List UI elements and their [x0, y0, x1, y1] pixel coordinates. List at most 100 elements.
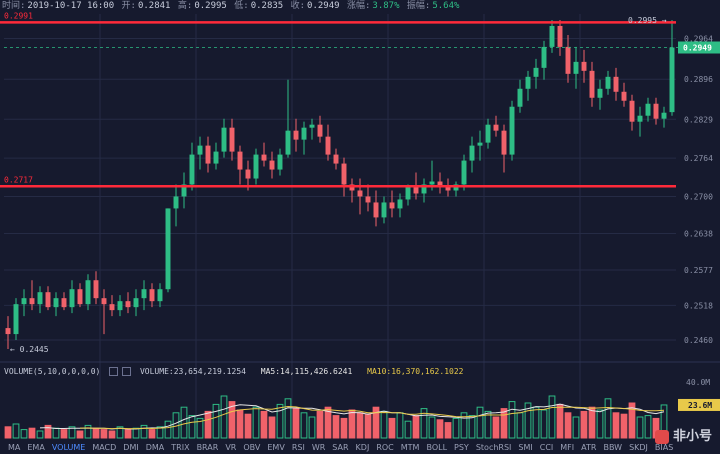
- indicator-tab-boll[interactable]: BOLL: [426, 443, 448, 452]
- indicator-tab-roc[interactable]: ROC: [376, 443, 394, 452]
- indicator-tab-skdj[interactable]: SKDJ: [629, 443, 648, 452]
- volume-bar: [156, 426, 164, 439]
- indicator-tab-wr[interactable]: WR: [311, 443, 326, 452]
- horizontal-lines[interactable]: 0.2991 0.2717 0.2949 0.2995 → ← 0.2445: [0, 11, 720, 354]
- candle-body: [45, 292, 51, 308]
- candle-body: [445, 187, 451, 191]
- indicator-tab-bias[interactable]: BIAS: [654, 443, 674, 452]
- volume-bar: [92, 427, 100, 439]
- volume-bar: [132, 427, 140, 439]
- candle-body: [5, 328, 11, 335]
- candle-body: [125, 301, 131, 308]
- indicator-tab-mtm[interactable]: MTM: [400, 443, 420, 452]
- volume-bar: [308, 416, 316, 439]
- candle-body: [565, 46, 571, 74]
- candle-body: [29, 298, 35, 305]
- volume-bar: [292, 408, 300, 439]
- candle-body: [597, 88, 603, 98]
- high-value: 0.2995: [194, 1, 227, 11]
- brand-icon: [654, 429, 669, 444]
- volume-current-tag: [678, 398, 720, 411]
- candle-body: [469, 145, 475, 161]
- volume-bar: [580, 410, 588, 439]
- volume-bar: [124, 429, 132, 439]
- volume-bar: [220, 395, 228, 439]
- indicator-tab-obv[interactable]: OBV: [243, 443, 261, 452]
- candle-body: [301, 127, 307, 140]
- indicator-tab-cci[interactable]: CCI: [539, 443, 554, 452]
- time-label: 时间:: [2, 1, 26, 11]
- volume-bar: [300, 412, 308, 439]
- candle-body: [405, 187, 411, 200]
- candle-body: [277, 154, 283, 170]
- grid: [0, 14, 720, 438]
- candle-body: [413, 187, 419, 194]
- indicator-tab-volume[interactable]: VOLUME: [51, 443, 86, 452]
- settings-icon[interactable]: [109, 367, 119, 376]
- indicator-tab-psy[interactable]: PSY: [454, 443, 469, 452]
- volume-bar: [4, 426, 12, 439]
- candle-body: [69, 289, 75, 308]
- volume-bar: [572, 416, 580, 439]
- indicator-tab-kdj[interactable]: KDJ: [355, 443, 370, 452]
- volume-bar: [436, 419, 444, 439]
- indicator-tab-bbw[interactable]: BBW: [603, 443, 623, 452]
- indicator-tab-rsi[interactable]: RSI: [291, 443, 305, 452]
- candle-body: [437, 181, 443, 188]
- indicator-tab-dma[interactable]: DMA: [145, 443, 165, 452]
- candle-body: [197, 145, 203, 155]
- current-price-label: 0.2949: [683, 44, 712, 53]
- volume-bar: [228, 401, 236, 439]
- volume-bar: [524, 402, 532, 439]
- candle-body: [325, 136, 331, 155]
- candle-body: [493, 124, 499, 131]
- candle-body: [501, 130, 507, 155]
- candle-body: [141, 289, 147, 299]
- indicator-tab-ema[interactable]: EMA: [27, 443, 45, 452]
- volume-bar: [164, 420, 172, 439]
- candle-body: [485, 124, 491, 143]
- volume-bar: [508, 401, 516, 439]
- indicator-tab-sar[interactable]: SAR: [332, 443, 349, 452]
- volume-bar: [236, 409, 244, 439]
- volume-bar: [444, 422, 452, 439]
- indicator-tab-ma[interactable]: MA: [8, 443, 21, 452]
- candle-body: [253, 154, 259, 179]
- candle-body: [589, 70, 595, 98]
- volume-bar: [468, 415, 476, 439]
- time-value: 2019-10-17 16:00: [27, 1, 115, 11]
- candle-body: [637, 115, 643, 122]
- volume-bar: [276, 403, 284, 439]
- volume-bar: [388, 417, 396, 439]
- volume-bar: [12, 423, 20, 439]
- candle-body: [21, 298, 27, 305]
- indicator-tab-stochrsi[interactable]: StochRSI: [475, 443, 512, 452]
- high-marker: 0.2995 →: [628, 16, 667, 25]
- volume-bar: [284, 398, 292, 439]
- candle-body: [309, 124, 315, 128]
- brand-text: 非小号: [672, 429, 712, 444]
- volume-axis-label: 40.0M: [686, 378, 710, 387]
- candle-body: [61, 298, 67, 308]
- candle-body: [557, 25, 563, 47]
- indicator-tab-smi[interactable]: SMI: [518, 443, 533, 452]
- indicator-tab-atr[interactable]: ATR: [581, 443, 597, 452]
- candle-body: [421, 184, 427, 194]
- volume-bar: [116, 426, 124, 439]
- candle-body: [461, 160, 467, 185]
- candle-body: [213, 151, 219, 164]
- indicator-tab-emv[interactable]: EMV: [267, 443, 285, 452]
- volume-bar: [324, 406, 332, 439]
- candlestick-chart[interactable]: 0.2991 0.2717 0.2949 0.2995 → ← 0.2445 0.296…: [0, 0, 720, 441]
- indicator-tab-vr[interactable]: VR: [225, 443, 237, 452]
- indicator-tab-trix[interactable]: TRIX: [171, 443, 190, 452]
- volume-bar: [76, 430, 84, 439]
- volume-bar: [612, 412, 620, 439]
- ma10-value: MA10:16,370,162.1022: [367, 367, 464, 376]
- close-icon[interactable]: [122, 367, 132, 376]
- indicator-tab-brar[interactable]: BRAR: [196, 443, 219, 452]
- indicator-tab-macd[interactable]: MACD: [92, 443, 117, 452]
- indicator-tab-dmi[interactable]: DMI: [123, 443, 139, 452]
- candle-body: [117, 301, 123, 311]
- indicator-tab-mfi[interactable]: MFI: [560, 443, 575, 452]
